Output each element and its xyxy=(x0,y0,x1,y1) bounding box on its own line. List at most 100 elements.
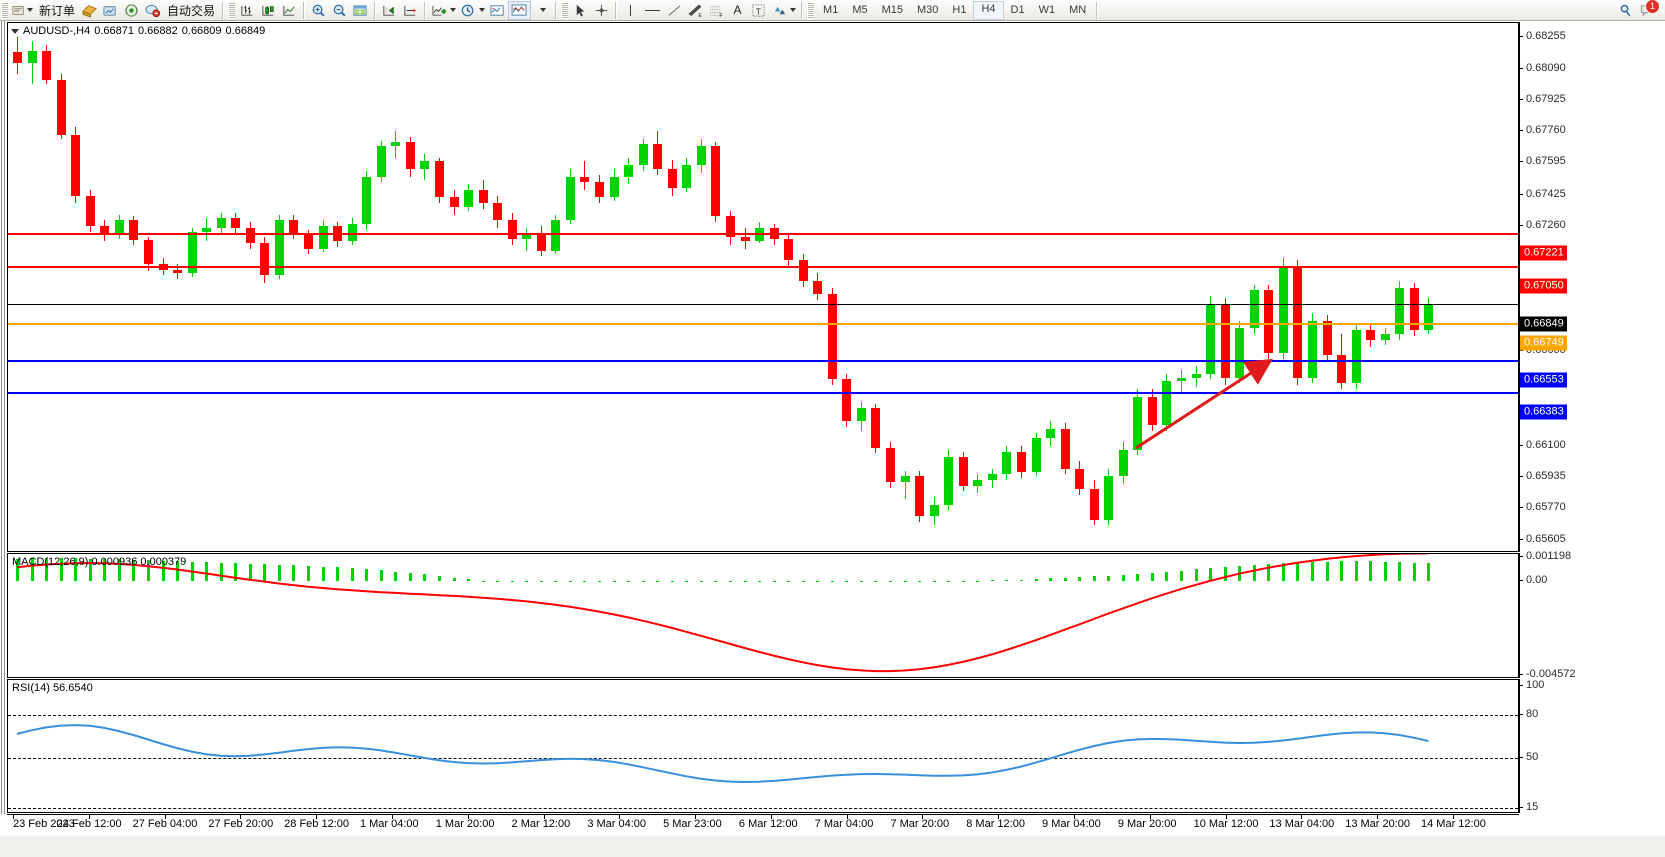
terminal-icon[interactable] xyxy=(350,1,371,20)
macd-histogram-bar xyxy=(758,580,762,582)
time-tick xyxy=(1074,815,1076,819)
macd-histogram-bar xyxy=(30,558,34,582)
new-order-dropdown-icon[interactable] xyxy=(10,1,35,20)
time-tick xyxy=(316,815,318,819)
chart-shift-icon[interactable] xyxy=(400,1,421,20)
price-tag-support-2: 0.66383 xyxy=(1520,404,1567,420)
macd-histogram-bar xyxy=(932,580,936,582)
macd-histogram-bar xyxy=(1223,567,1227,582)
equidistant-channel-icon[interactable]: E xyxy=(685,1,706,20)
timeframe-h4[interactable]: H4 xyxy=(973,0,1004,20)
price-tick-label: 0.65935 xyxy=(1526,470,1566,483)
price-pane[interactable]: AUDUSD-,H4 0.66871 0.66882 0.66809 0.668… xyxy=(7,22,1519,552)
text-label-icon[interactable]: A xyxy=(733,3,742,17)
indicator-add-icon[interactable] xyxy=(429,1,458,20)
macd-histogram-bar xyxy=(365,569,369,582)
rsi-pane[interactable]: RSI(14) 56.6540 xyxy=(7,679,1519,813)
candle-body xyxy=(900,476,910,482)
time-axis-label: 24 Feb 12:00 xyxy=(56,818,122,830)
price-level-resistance-1[interactable] xyxy=(8,233,1518,236)
candlestick-chart-icon[interactable] xyxy=(258,1,279,20)
candle-body xyxy=(1249,290,1259,329)
trend-arrow-annotation[interactable] xyxy=(1118,348,1298,458)
data-window-icon[interactable] xyxy=(100,1,121,20)
candle-body xyxy=(929,504,939,517)
time-axis-label: 1 Mar 04:00 xyxy=(359,818,419,830)
toolbar-grip[interactable] xyxy=(1,1,8,19)
timeframe-d1[interactable]: D1 xyxy=(1010,3,1025,16)
macd-histogram-bar xyxy=(452,577,456,582)
trendline-icon[interactable] xyxy=(664,1,685,20)
crosshair-icon[interactable] xyxy=(591,1,612,20)
candle-body xyxy=(565,176,575,221)
cursor-icon[interactable] xyxy=(570,1,591,20)
candle-body xyxy=(1322,320,1332,355)
templates-icon[interactable] xyxy=(487,1,508,20)
zoom-out-icon[interactable] xyxy=(329,1,350,20)
arrows-icon[interactable] xyxy=(769,1,798,20)
time-axis-label: 27 Feb 20:00 xyxy=(208,818,274,830)
toolbar-grip-3[interactable] xyxy=(561,1,569,19)
timeframe-w1[interactable]: W1 xyxy=(1038,3,1056,16)
rsi-axis[interactable]: 100 80 50 15 xyxy=(1519,679,1665,813)
time-tick xyxy=(88,815,90,819)
text-box-icon[interactable]: T xyxy=(748,1,769,20)
price-level-support-2[interactable] xyxy=(8,392,1518,395)
line-chart-icon[interactable] xyxy=(279,1,300,20)
price-axis-line xyxy=(1519,22,1520,552)
horizontal-line-icon[interactable] xyxy=(641,1,664,20)
toolbar-grip-2[interactable] xyxy=(228,1,236,19)
zoom-in-icon[interactable] xyxy=(308,1,329,20)
time-axis-label: 13 Mar 20:00 xyxy=(1345,818,1411,830)
expert-advisor-icon[interactable] xyxy=(79,1,100,20)
macd-histogram-bar xyxy=(627,580,631,582)
auto-trading-label[interactable]: 自动交易 xyxy=(167,3,216,18)
macd-histogram-bar xyxy=(1092,576,1096,582)
macd-histogram-bar xyxy=(161,560,165,582)
time-tick xyxy=(1149,815,1151,819)
toolbar-separator-6 xyxy=(615,1,618,19)
vertical-line-icon[interactable] xyxy=(620,1,641,20)
signals-icon[interactable] xyxy=(121,1,142,20)
macd-histogram-bar xyxy=(1383,561,1387,582)
time-axis[interactable]: 23 Feb 2023 24 Feb 12:00 27 Feb 04:00 27 Fe… xyxy=(7,814,1519,836)
timeframe-m30[interactable]: M30 xyxy=(917,3,939,16)
macd-axis[interactable]: 0.001198 0.00 -0.004572 xyxy=(1519,550,1665,680)
candle-body xyxy=(740,237,750,242)
time-tick xyxy=(770,815,772,819)
macd-histogram-bar xyxy=(685,580,689,582)
period-clock-icon[interactable] xyxy=(458,1,487,20)
price-level-pivot[interactable] xyxy=(8,322,1518,325)
auto-scroll-icon[interactable] xyxy=(379,1,400,20)
candle-body xyxy=(958,457,968,486)
templates-selected-icon[interactable] xyxy=(508,0,532,20)
market-icon[interactable] xyxy=(142,1,163,20)
time-axis-label: 5 Mar 23:00 xyxy=(663,818,722,830)
timeframe-m1[interactable]: M1 xyxy=(823,3,839,16)
search-icon[interactable] xyxy=(1615,1,1636,20)
toolbar-grip-4[interactable] xyxy=(807,1,815,19)
price-level-resistance-2[interactable] xyxy=(8,265,1518,268)
candle-body xyxy=(551,220,561,251)
templates-dropdown-icon[interactable] xyxy=(531,1,552,20)
axis-tick xyxy=(1519,161,1523,163)
fibonacci-icon[interactable]: F xyxy=(706,1,727,20)
notification-icon[interactable]: 1 xyxy=(1636,0,1660,20)
timeframe-m15[interactable]: M15 xyxy=(881,3,903,16)
price-level-last-price[interactable] xyxy=(8,303,1518,305)
chart-collapse-icon[interactable] xyxy=(11,28,19,34)
axis-tick xyxy=(1519,507,1523,509)
timeframe-mn[interactable]: MN xyxy=(1069,3,1087,16)
time-tick xyxy=(619,815,621,819)
macd-histogram-bar xyxy=(423,574,427,582)
timeframe-m5[interactable]: M5 xyxy=(852,3,868,16)
new-order-label[interactable]: 新订单 xyxy=(39,3,76,18)
price-level-support-1[interactable] xyxy=(8,359,1518,362)
timeframe-h1[interactable]: H1 xyxy=(952,3,967,16)
bar-chart-icon[interactable] xyxy=(237,1,258,20)
macd-histogram-bar xyxy=(816,580,820,582)
macd-pane[interactable]: MACD(12,26,9) 0.000936 0.000379 xyxy=(7,553,1519,678)
macd-histogram-bar xyxy=(612,580,616,582)
ohlc-open: 0.66871 xyxy=(94,25,134,37)
candle-body xyxy=(231,218,241,228)
